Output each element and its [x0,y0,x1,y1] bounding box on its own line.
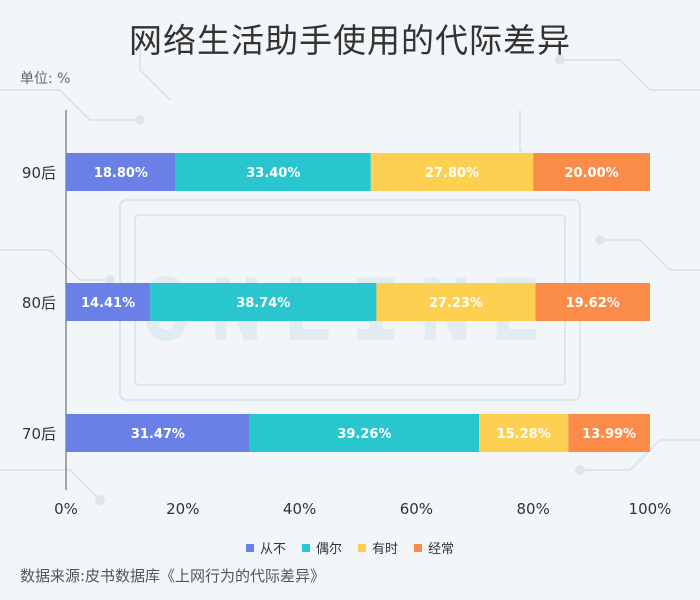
legend-item: 从不 [245,538,286,557]
x-tick-label: 40% [283,500,316,518]
bar-segment [535,283,650,321]
bar-segment [376,283,536,321]
data-label: 13.99% [582,427,636,442]
legend-item: 有时 [358,538,398,557]
legend-swatch [414,543,423,552]
x-tick-label: 80% [517,500,550,518]
legend-swatch [301,543,310,552]
bar-segment [533,153,650,191]
bar-segment [66,283,151,321]
data-label: 20.00% [565,166,619,181]
category-label: 90后 [22,164,56,182]
data-label: 19.62% [566,296,620,311]
bar-segment [249,414,480,452]
bar-segment [66,414,250,452]
x-tick-label: 100% [629,500,672,518]
legend-swatch [245,543,254,552]
legend-label: 经常 [428,542,455,557]
bar-segment [479,414,569,452]
data-label: 15.28% [497,427,551,442]
data-label: 14.41% [81,296,135,311]
legend-label: 偶尔 [315,542,342,557]
data-label: 31.47% [131,427,185,442]
bar-segment [175,153,371,191]
legend: 从不 偶尔 有时 经常 [0,538,700,557]
source-note: 数据来源:皮书数据库《上网行为的代际差异》 [20,567,326,585]
legend-item: 经常 [414,538,454,557]
bar-segment [66,153,176,191]
x-tick-label: 0% [54,500,78,518]
x-tick-label: 20% [166,500,199,518]
data-label: 38.74% [236,296,290,311]
category-label: 80后 [22,294,56,312]
x-tick-label: 60% [400,500,433,518]
data-label: 27.80% [425,166,479,181]
unit-label: 单位: % [20,71,71,87]
bar-segment [150,283,377,321]
chart-title: 网络生活助手使用的代际差异 [129,21,571,60]
category-label: 70后 [22,425,56,443]
data-label: 33.40% [246,166,300,181]
legend-label: 从不 [259,542,286,557]
legend-swatch [358,543,366,552]
bar-segment [568,414,650,452]
bar-segment [370,153,534,191]
data-label: 18.80% [94,166,148,181]
legend-label: 有时 [372,542,399,557]
data-label: 39.26% [337,427,391,442]
data-label: 27.23% [429,296,483,311]
legend-item: 偶尔 [301,538,342,557]
